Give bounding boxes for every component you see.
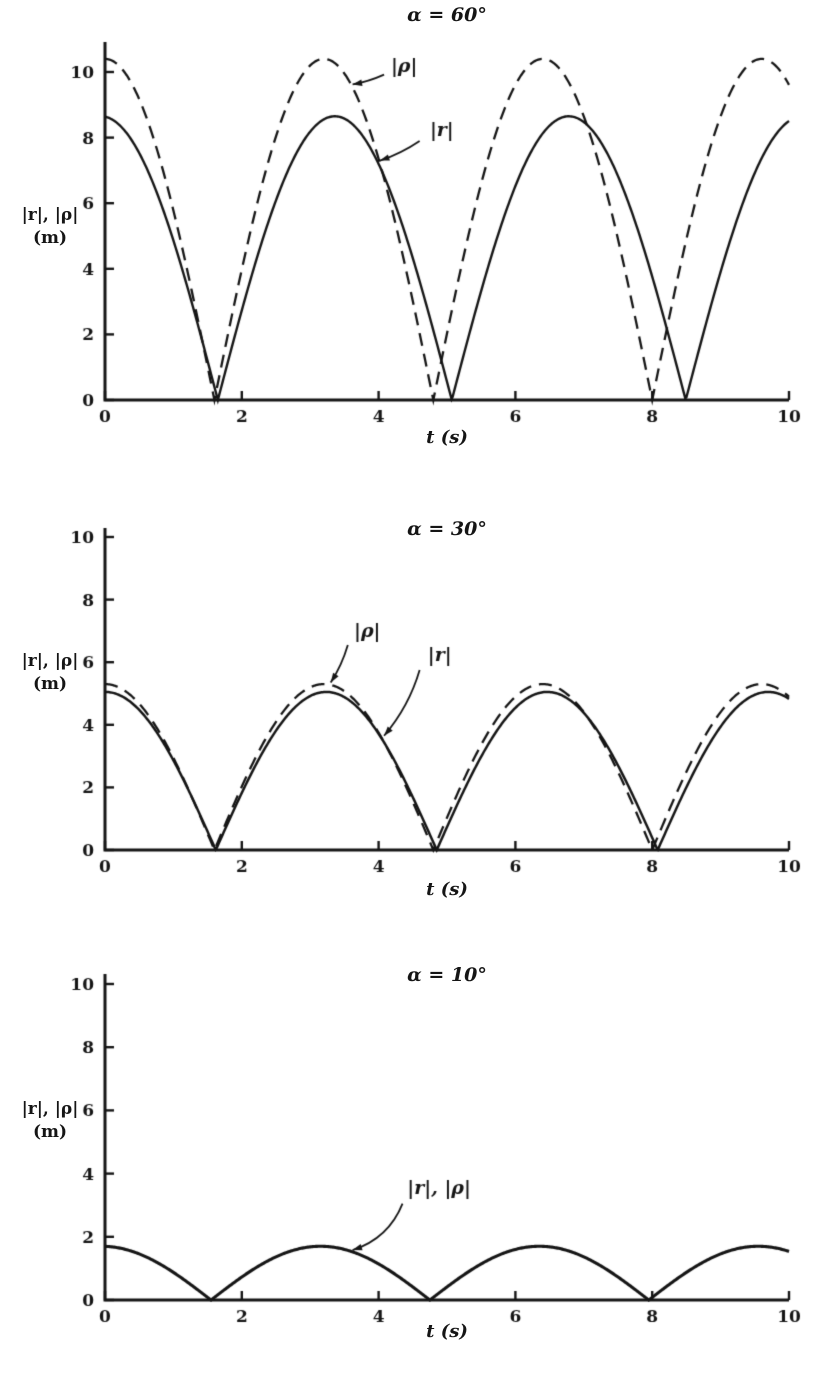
chart1-x-axis-label: t (s) bbox=[426, 427, 468, 448]
chart1-y-axis-label: |r|, |ρ| (m) bbox=[0, 204, 100, 250]
chart3-title: α = 10° bbox=[407, 964, 487, 986]
chart1-y-axis-label-unit: (m) bbox=[32, 228, 68, 248]
chart3-y-axis-label-main: |r|, |ρ| bbox=[21, 1099, 79, 1119]
chart2-title: α = 30° bbox=[407, 518, 487, 540]
chart3-x-axis-label: t (s) bbox=[426, 1321, 468, 1342]
chart2-y-axis-label: |r|, |ρ| (m) bbox=[0, 650, 100, 696]
chart2-x-axis-label: t (s) bbox=[426, 879, 468, 900]
chart3-y-axis-label-unit: (m) bbox=[32, 1122, 68, 1142]
chart3-y-axis-label: |r|, |ρ| (m) bbox=[0, 1098, 100, 1144]
chart1-y-axis-label-main: |r|, |ρ| bbox=[21, 205, 79, 225]
chart2-y-axis-label-main: |r|, |ρ| bbox=[21, 651, 79, 671]
chart2-y-axis-label-unit: (m) bbox=[32, 674, 68, 694]
chart1-title: α = 60° bbox=[407, 4, 487, 26]
